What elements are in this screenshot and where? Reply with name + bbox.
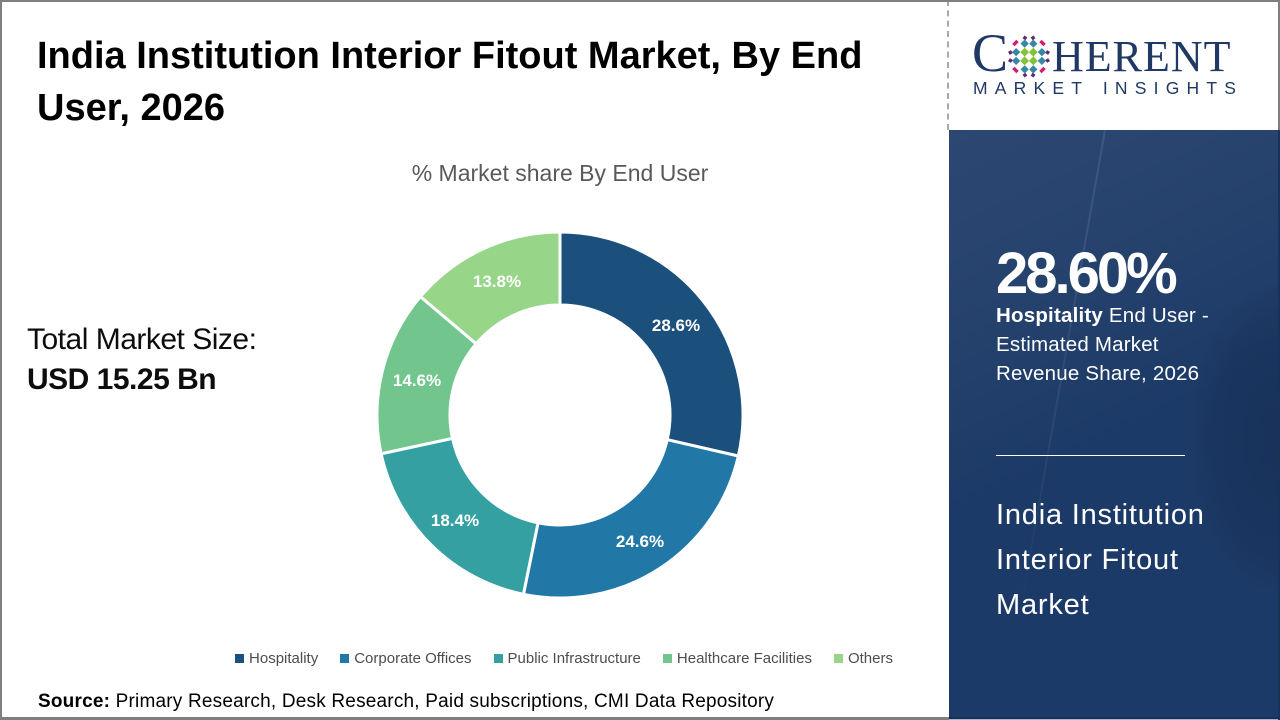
svg-text:HERENT: HERENT <box>1052 32 1232 81</box>
svg-text:MARKET INSIGHTS: MARKET INSIGHTS <box>973 78 1243 98</box>
svg-text:C: C <box>972 23 1008 83</box>
